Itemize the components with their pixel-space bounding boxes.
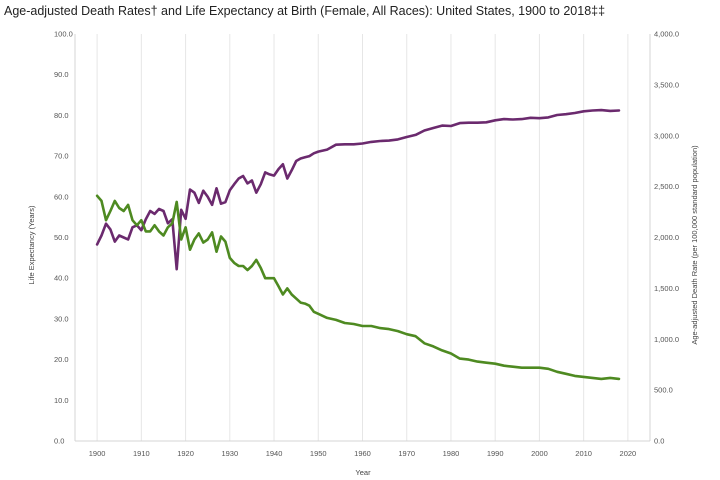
y-right-tick-label: 2,000.0 — [654, 233, 679, 242]
y-right-tick-label: 4,000.0 — [654, 30, 679, 39]
grid-lines — [74, 34, 651, 442]
x-tick-label: 1970 — [398, 449, 415, 458]
y-left-tick-label: 30.0 — [54, 314, 69, 323]
y-right-tick-label: 500.0 — [654, 386, 673, 395]
x-tick-label: 1990 — [487, 449, 504, 458]
x-tick-label: 1980 — [443, 449, 460, 458]
y-right-tick-label: 1,000.0 — [654, 335, 679, 344]
chart-title: Age-adjusted Death Rates† and Life Expec… — [4, 4, 606, 18]
y-right-tick-label: 2,500.0 — [654, 182, 679, 191]
axes: 1900 1910 1920 1930 1940 1950 1960 1970 1980 1990… — [54, 30, 679, 459]
y-axis-left-title: Life Expectancy (Years) — [27, 205, 36, 284]
x-tick-label: 1910 — [133, 449, 150, 458]
x-tick-label: 1940 — [266, 449, 283, 458]
x-axis-title: Year — [355, 468, 371, 477]
x-tick-label: 1900 — [89, 449, 106, 458]
death-rate-line — [95, 194, 621, 381]
y-left-tick-label: 40.0 — [54, 274, 69, 283]
y-left-tick-label: 10.0 — [54, 396, 69, 405]
y-right-tick-label: 3,000.0 — [654, 131, 679, 140]
life-expectancy-line — [95, 108, 621, 271]
x-tick-label: 1930 — [221, 449, 238, 458]
y-left-tick-label: 20.0 — [54, 355, 69, 364]
y-left-tick-label: 100.0 — [54, 30, 73, 39]
x-tick-label: 2020 — [620, 449, 637, 458]
y-left-tick-label: 90.0 — [54, 70, 69, 79]
y-left-tick-label: 0.0 — [54, 437, 64, 446]
y-right-tick-label: 1,500.0 — [654, 284, 679, 293]
x-tick-label: 1960 — [354, 449, 371, 458]
y-right-tick-label: 0.0 — [654, 437, 664, 446]
y-left-tick-label: 80.0 — [54, 111, 69, 120]
x-tick-label: 1950 — [310, 449, 327, 458]
x-tick-label: 1920 — [177, 449, 194, 458]
y-right-tick-label: 3,500.0 — [654, 80, 679, 89]
series-lines — [95, 108, 621, 381]
y-axis-right-title: Age-adjusted Death Rate (per 100,000 sta… — [690, 145, 699, 345]
y-left-tick-label: 60.0 — [54, 192, 69, 201]
y-left-tick-label: 70.0 — [54, 152, 69, 161]
x-tick-label: 2000 — [531, 449, 548, 458]
x-tick-label: 2010 — [575, 449, 592, 458]
y-left-tick-label: 50.0 — [54, 233, 69, 242]
